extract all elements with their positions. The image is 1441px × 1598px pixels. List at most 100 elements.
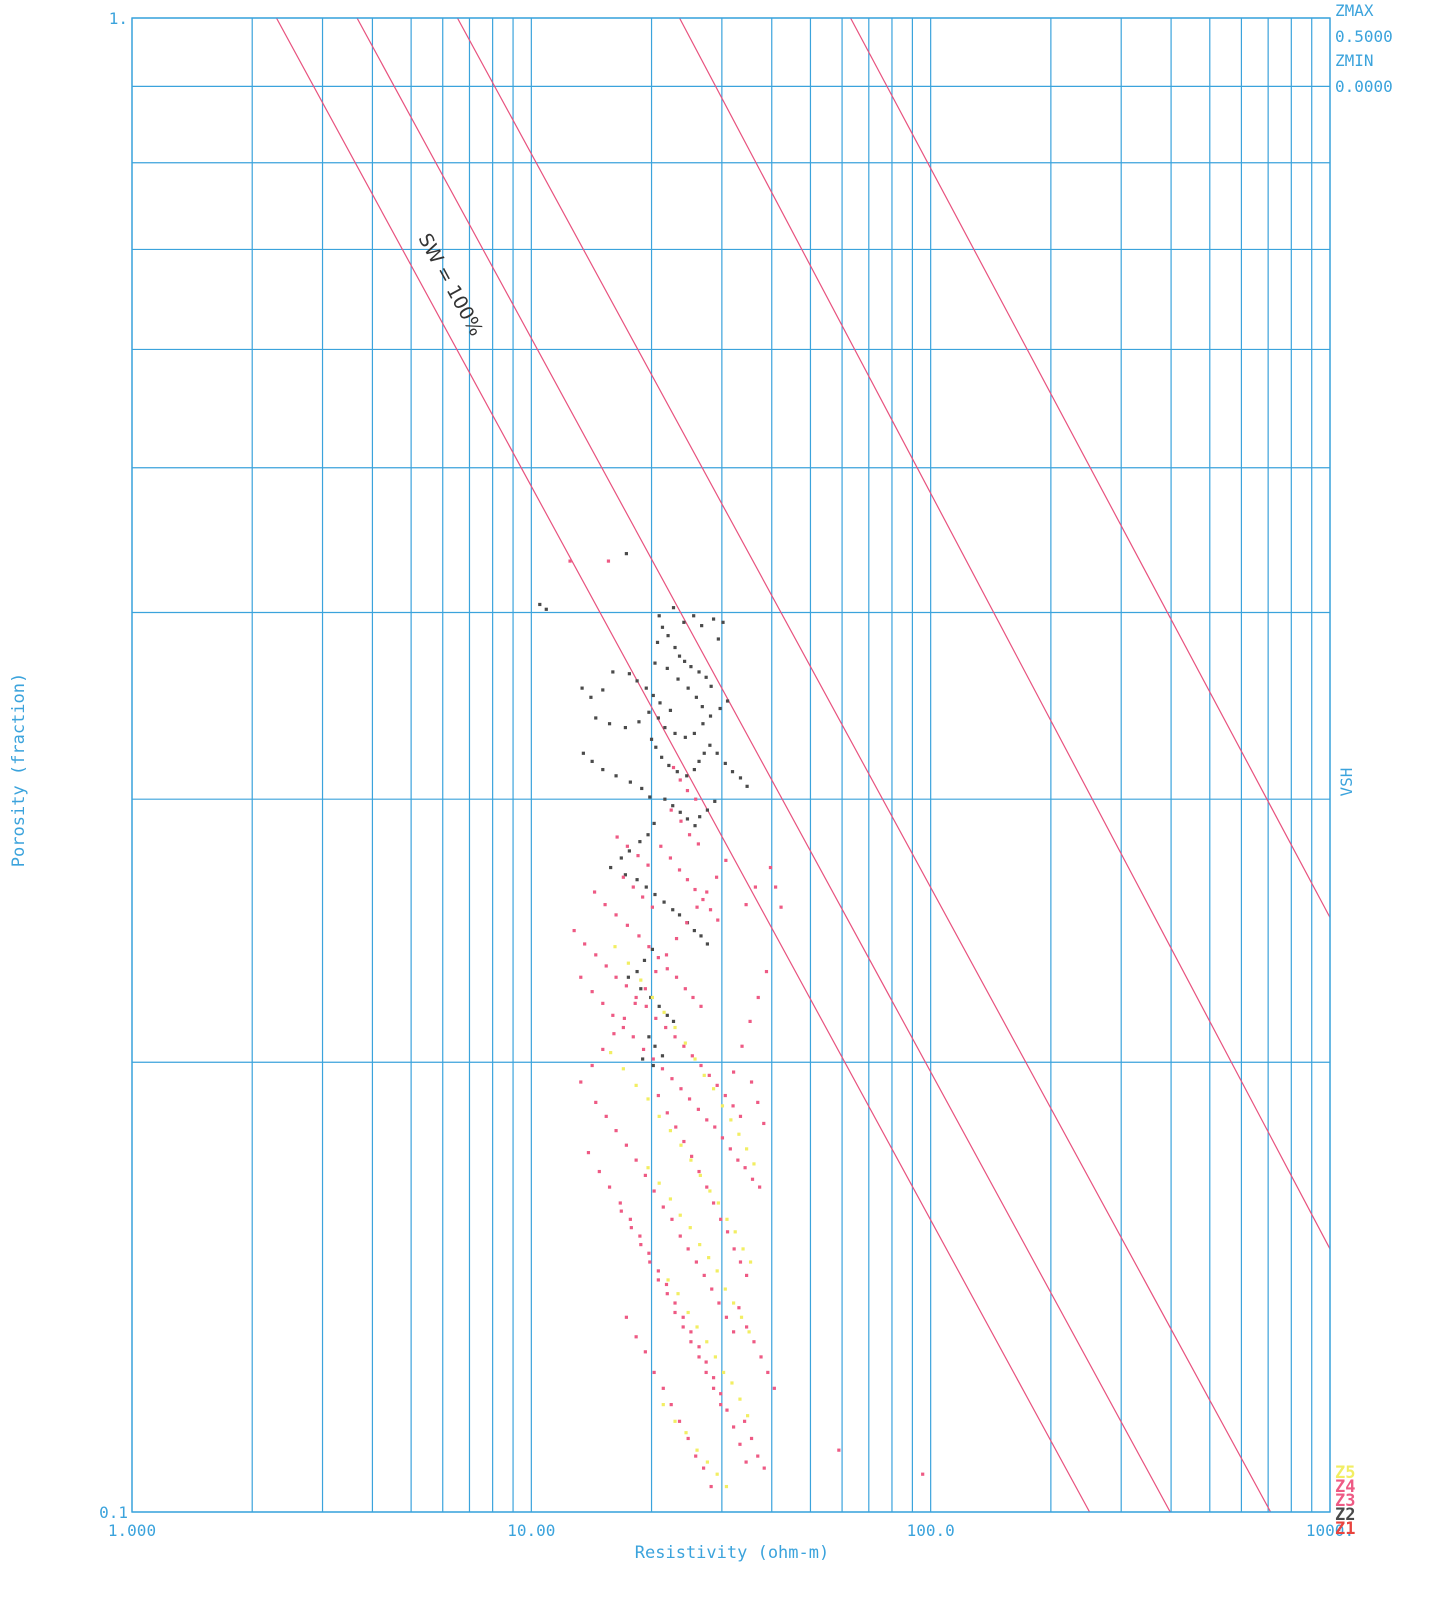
points-layer [538,552,925,1489]
scatter-point [671,908,675,912]
scatter-point [697,759,701,763]
scatter-point [736,1158,740,1162]
legend-entry: Z4 [1335,1477,1355,1497]
scatter-point [723,1093,727,1098]
scatter-point [730,1381,734,1385]
scatter-point [650,995,655,1000]
y-tick-label: 1. [109,9,128,28]
scatter-point [730,770,735,774]
scatter-point [601,1047,605,1052]
scatter-point [683,1041,687,1045]
scatter-point [668,1129,673,1133]
scatter-point [673,731,677,736]
scatter-point [738,1397,742,1401]
scatter-point [711,1087,716,1091]
scatter-point [711,1201,716,1205]
series-z3 [568,559,925,1489]
scatter-point [744,903,748,907]
scatter-point [601,767,605,772]
scatter-point [702,1273,706,1278]
scatter-point [590,1063,594,1068]
scatter-point [686,1436,690,1441]
scatter-point [697,1345,701,1349]
scatter-point [681,1315,685,1319]
scatter-point [721,1370,726,1375]
scatter-point [705,1340,709,1344]
scatter-point [748,1019,752,1024]
scatter-point [696,1107,700,1111]
scatter-point [621,1067,625,1071]
sw-line [275,18,1091,1512]
scatter-point [764,969,769,974]
scatter-point [685,878,690,882]
scatter-point [669,808,673,812]
scatter-point [656,1093,660,1098]
plot-border [131,17,1331,1513]
scatter-point [612,1032,616,1036]
scatter-point [594,953,598,957]
scatter-point [655,640,660,644]
scatter-point [631,885,635,889]
scatter-point [837,1448,841,1452]
scatter-point [686,1247,690,1251]
scatter-point [679,1087,683,1091]
scatter-point [701,1466,706,1470]
scatter-point [589,695,593,699]
scatter-point [691,995,695,1000]
scatter-point [702,1073,706,1077]
scatter-point [538,602,542,607]
scatter-point [711,1376,716,1380]
scatter-point [673,1310,677,1315]
scatter-point [705,808,710,812]
scatter-point [686,1310,690,1315]
scatter-point [614,913,618,917]
scatter-point [689,1340,693,1344]
z-axis-label: VSH [1337,768,1356,797]
scatter-point [624,1143,628,1147]
plot-frame [131,17,1331,1513]
scatter-point [629,1226,633,1230]
scatter-point [705,890,709,894]
scatter-point [724,1484,729,1489]
scatter-point [647,1251,651,1255]
scatter-point [652,1370,656,1375]
scatter-point [698,815,702,819]
scatter-point [756,1454,760,1458]
scatter-point [678,810,682,814]
scatter-point [708,1189,712,1193]
scatter-point [752,1162,756,1166]
zmin-label: ZMIN [1335,51,1374,70]
scatter-point [686,686,690,690]
scatter-point [692,928,696,933]
scatter-point [656,956,660,960]
scatter-point [699,1004,703,1008]
scatter-point [753,885,757,889]
scatter-point [704,1370,708,1375]
scatter-point [625,844,629,848]
scatter-point [713,1125,717,1129]
scatter-point [657,614,661,618]
scatter-point [673,1035,677,1039]
scatter-point [656,1278,660,1282]
scatter-point [682,1139,686,1144]
scatter-point [682,620,686,624]
x-tick-label: 100.0 [907,1521,955,1540]
scatter-point [718,706,722,711]
sw-line [678,18,1330,1250]
scatter-point [654,1016,658,1020]
scatter-point [689,665,693,669]
scatter-point [737,1306,741,1310]
scatter-point [654,745,658,749]
scatter-point [664,953,669,957]
scatter-point [725,1230,730,1234]
scatter-point [660,1054,665,1058]
scatter-point [697,1169,701,1174]
scatter-point [648,1260,652,1264]
scatter-point [741,1247,745,1251]
scatter-point [671,765,676,770]
scatter-point [668,856,673,860]
scatter-point [634,995,638,1000]
scatter-point [664,1025,668,1030]
scatter-point [646,863,650,867]
scatter-point [745,1325,749,1329]
